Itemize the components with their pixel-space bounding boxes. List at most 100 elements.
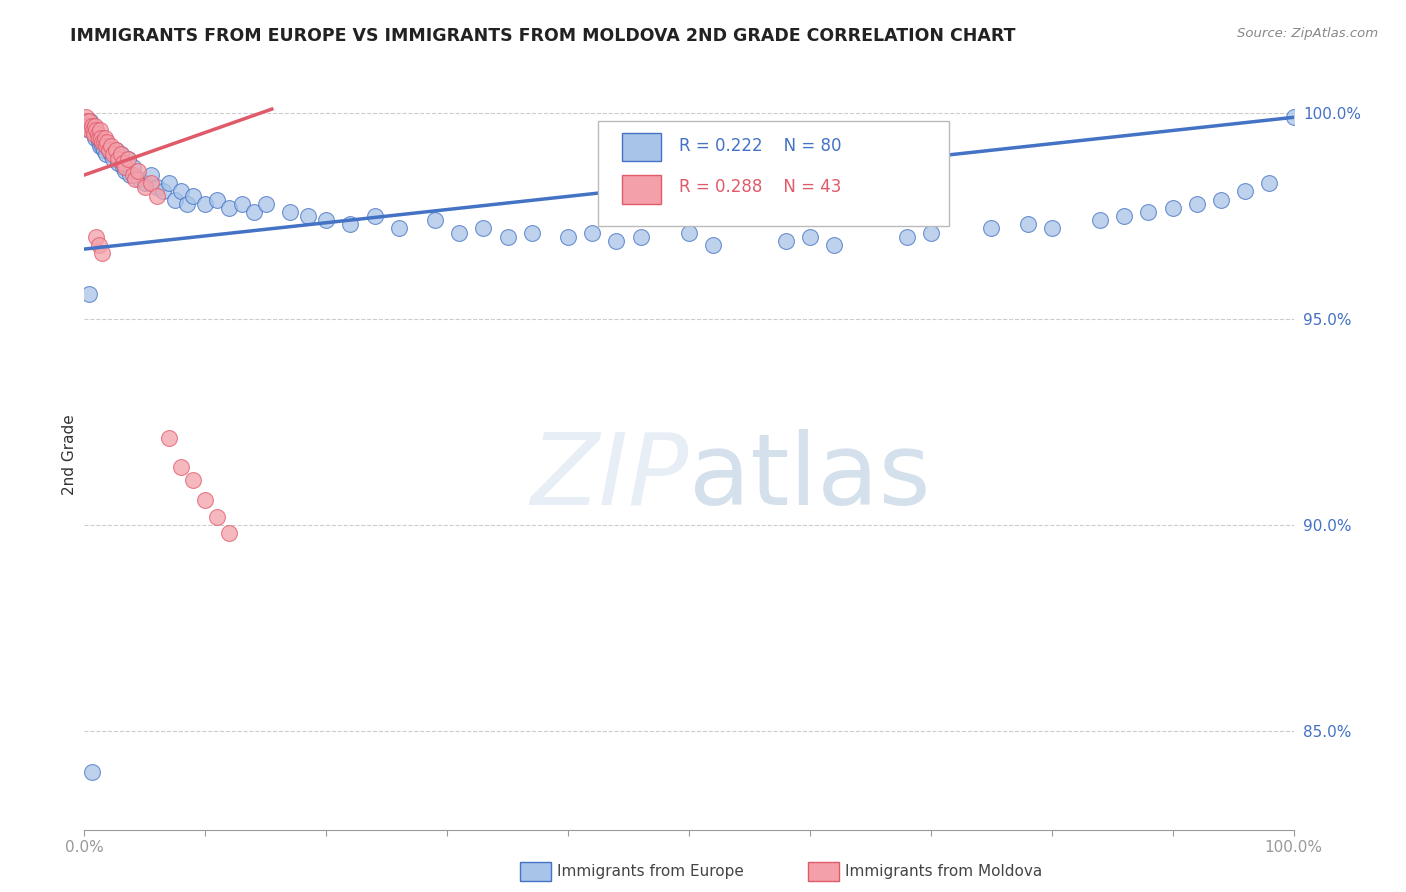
Point (82, 122, 104, 136)
Point (80, 764, 103, 779)
Point (117, 152, 139, 166)
Point (207, 193, 229, 207)
Point (110, 147, 132, 161)
Point (146, 180, 169, 194)
Point (77, 119, 100, 133)
Point (80, 119, 103, 133)
Point (254, 196, 277, 211)
Point (77, 122, 100, 136)
Point (1209, 193, 1232, 207)
Point (84, 131, 107, 145)
Point (93, 135, 115, 149)
Point (823, 238, 845, 252)
Point (82, 122, 104, 136)
Point (181, 473, 204, 487)
Point (79, 122, 101, 136)
Point (100, 147, 122, 161)
Point (86, 122, 108, 136)
Point (165, 193, 187, 207)
Point (134, 180, 156, 194)
Point (97, 143, 120, 157)
Point (157, 432, 180, 446)
Point (107, 155, 129, 169)
Point (87, 238, 110, 252)
Point (920, 226, 942, 240)
Point (472, 221, 495, 235)
Point (146, 188, 169, 202)
Point (86, 122, 108, 136)
Point (388, 221, 411, 235)
Point (702, 238, 724, 252)
Point (449, 226, 471, 240)
Point (89, 122, 111, 136)
Point (94, 135, 117, 149)
Point (121, 168, 143, 182)
Point (83, 127, 105, 141)
Point (1040, 221, 1063, 235)
Point (104, 143, 127, 157)
Point (84, 119, 107, 133)
Point (1114, 209, 1136, 223)
Point (103, 147, 125, 161)
Point (134, 176, 156, 190)
Point (1234, 185, 1257, 199)
Point (1185, 196, 1208, 211)
Point (86, 131, 108, 145)
Point (91, 139, 114, 153)
Point (181, 188, 204, 202)
Point (114, 160, 136, 174)
Point (120, 168, 142, 182)
Point (194, 196, 217, 211)
Point (496, 229, 519, 244)
Point (423, 213, 446, 227)
Point (77, 119, 100, 133)
Point (128, 172, 150, 186)
Point (79, 114, 101, 128)
Point (194, 493, 217, 508)
Point (96, 135, 118, 149)
Point (231, 196, 253, 211)
Point (110, 147, 132, 161)
Point (678, 226, 700, 240)
Point (76, 114, 98, 128)
Point (127, 164, 149, 178)
Point (363, 209, 385, 223)
Text: atlas: atlas (689, 429, 931, 526)
Point (89, 139, 111, 153)
Point (100, 139, 122, 153)
Point (1282, 111, 1305, 125)
Point (152, 185, 174, 199)
Text: R = 0.222    N = 80: R = 0.222 N = 80 (679, 137, 842, 155)
Point (1017, 218, 1039, 232)
Point (278, 205, 301, 219)
Text: ZIP: ZIP (530, 429, 689, 526)
Point (139, 176, 162, 190)
Point (94, 147, 117, 161)
Point (87, 135, 110, 149)
Point (107, 152, 129, 166)
Point (93, 143, 115, 157)
Point (176, 196, 198, 211)
Point (520, 226, 543, 240)
Point (896, 229, 918, 244)
Text: IMMIGRANTS FROM EUROPE VS IMMIGRANTS FROM MOLDOVA 2ND GRADE CORRELATION CHART: IMMIGRANTS FROM EUROPE VS IMMIGRANTS FRO… (70, 27, 1015, 45)
Point (94, 139, 117, 153)
Point (94, 131, 117, 145)
Point (1258, 176, 1281, 190)
Point (799, 229, 821, 244)
Point (139, 168, 162, 182)
Point (775, 234, 797, 248)
Point (557, 229, 579, 244)
Text: R = 0.288    N = 43: R = 0.288 N = 43 (679, 178, 842, 196)
Point (339, 218, 361, 232)
FancyBboxPatch shape (623, 133, 661, 161)
Point (1137, 205, 1160, 219)
FancyBboxPatch shape (623, 176, 661, 204)
Point (91, 135, 114, 149)
Point (117, 152, 139, 166)
Point (112, 160, 135, 174)
Point (112, 155, 135, 169)
Point (87, 131, 110, 145)
Point (80, 119, 103, 133)
Point (157, 176, 180, 190)
